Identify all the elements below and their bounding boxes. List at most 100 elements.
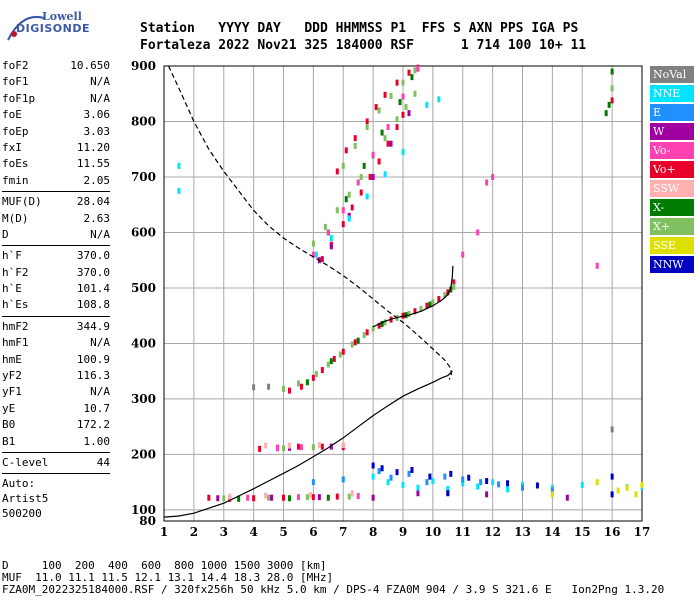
echo-point (347, 215, 351, 222)
param-name: h`F (2, 249, 22, 263)
y-tick-label: 200 (131, 447, 156, 461)
param-value: 108.8 (76, 298, 110, 312)
profile-line-solid (372, 265, 454, 328)
param-row: fxI 11.20 (2, 140, 110, 156)
param-value: 28.04 (76, 195, 110, 209)
echo-point (506, 480, 510, 487)
footer-distance-row: D 100 200 400 600 800 1000 1500 3000 [km… (2, 559, 327, 572)
echo-point (335, 168, 339, 175)
echo-point (282, 385, 285, 392)
param-value: 172.2 (76, 418, 110, 432)
echo-point (371, 325, 375, 332)
echo-point (413, 90, 417, 97)
echo-point (228, 493, 232, 500)
echo-point (401, 79, 405, 86)
echo-point (362, 332, 366, 339)
param-row: yF2 116.3 (2, 368, 110, 384)
legend-item-vo-minus: Vo- (650, 142, 694, 159)
echo-point (431, 299, 435, 306)
echo-point (329, 235, 333, 242)
echo-point (595, 262, 599, 269)
echo-point (476, 229, 480, 236)
param-row: MUF(D) 28.04 (2, 194, 110, 210)
echo-point (377, 468, 381, 475)
param-name: foEp (2, 124, 29, 138)
echo-point (338, 351, 342, 358)
echo-point (607, 101, 611, 108)
y-tick-label: 300 (131, 392, 156, 406)
x-tick-label: 6 (309, 525, 317, 539)
echo-point (479, 479, 483, 486)
echo-point (404, 104, 408, 111)
echo-point (610, 85, 614, 92)
echo-point (350, 490, 354, 497)
echo-point (296, 494, 300, 501)
echo-point (610, 97, 614, 104)
echo-point (282, 445, 285, 452)
footer-muf-row: MUF 11.0 11.1 11.5 12.1 13.1 14.4 18.3 2… (2, 571, 334, 584)
param-name: yE (2, 401, 16, 415)
param-note: Auto: (2, 477, 36, 491)
footer: D 100 200 400 600 800 1000 1500 3000 [km… (2, 560, 664, 596)
echo-point (341, 348, 345, 355)
echo-point (497, 481, 501, 488)
param-name: fxI (2, 140, 22, 154)
echo-point (640, 481, 644, 488)
echo-point (317, 494, 321, 501)
param-name: foF2 (2, 59, 29, 72)
echo-point (299, 444, 303, 451)
param-value: 370.0 (76, 265, 110, 279)
param-row: yF1 N/A (2, 384, 110, 400)
echo-point (246, 494, 250, 501)
param-name: MUF(D) (2, 195, 42, 209)
param-row: yE 10.7 (2, 401, 110, 417)
echo-point (443, 292, 447, 299)
echo-point (341, 441, 345, 448)
param-name: foEs (2, 157, 29, 171)
param-row: C-level 44 (2, 455, 110, 471)
echo-point (267, 383, 271, 390)
echo-point (299, 383, 303, 390)
echo-point (407, 69, 411, 76)
x-tick-label: 10 (425, 525, 442, 539)
echo-point (335, 493, 339, 500)
echo-point (311, 374, 315, 381)
ionogram-chart: 1 2 3 4 5 6 7 8 9 10 11 12 13 14 15 16 17100200300400500… (131, 59, 650, 539)
echo-point (326, 229, 330, 236)
legend-item-x-plus: X+ (650, 218, 694, 235)
param-row: hmF2 344.9 (2, 319, 110, 335)
echo-point (353, 339, 357, 346)
param-row: hmE 100.9 (2, 352, 110, 368)
legend-item-nne: NNE (650, 85, 694, 102)
x-tick-label: 5 (279, 525, 287, 539)
param-value: 370.0 (76, 249, 110, 263)
echo-point (305, 494, 309, 501)
echo-point (365, 329, 369, 336)
y-tick-label: 80 (139, 514, 156, 528)
echo-point (389, 140, 393, 147)
param-name: foF1p (2, 91, 36, 105)
echo-point (377, 107, 381, 114)
echo-point (341, 221, 345, 228)
param-value: 1.00 (83, 434, 111, 448)
logo-line2: DIGISONDE (16, 22, 90, 35)
echo-point (311, 494, 315, 501)
echo-point (350, 341, 354, 348)
legend-item-ssw: SSW (650, 180, 694, 197)
y-tick-label: 500 (131, 281, 156, 295)
echo-point (595, 479, 599, 486)
echo-point (407, 311, 411, 318)
param-note: 500200 (2, 507, 42, 521)
echo-point (371, 151, 375, 158)
param-value: 100.9 (76, 352, 110, 366)
echo-point (270, 494, 274, 501)
echo-point (416, 490, 420, 497)
echo-point (461, 480, 465, 487)
param-row: h`Es 108.8 (2, 297, 110, 313)
echo-point (389, 474, 393, 481)
param-name: M(D) (2, 211, 29, 225)
polarization-legend: NoVal NNE E W Vo- Vo+ SSW X- X+ SSE NNW (650, 66, 694, 275)
param-separator (2, 315, 110, 317)
param-row: fmin 2.05 (2, 173, 110, 189)
x-tick-label: 3 (220, 525, 228, 539)
